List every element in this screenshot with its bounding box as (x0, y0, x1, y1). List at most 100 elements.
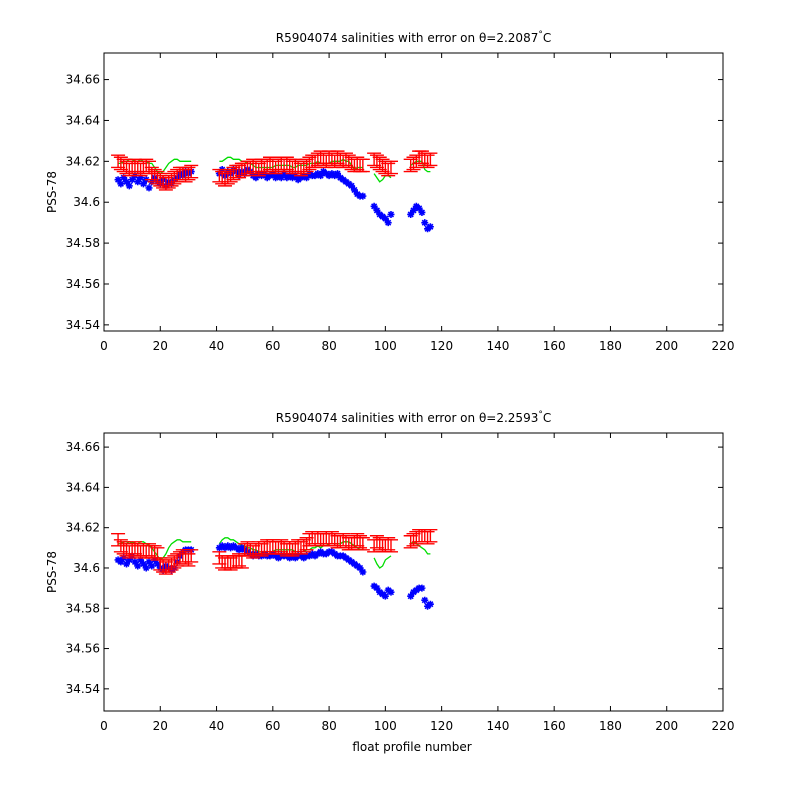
x-tick-label: 180 (599, 339, 622, 353)
y-tick-label: 34.6 (73, 195, 100, 209)
y-tick-label: 34.54 (66, 318, 100, 332)
y-tick-label: 34.64 (66, 480, 100, 494)
observed-point (421, 219, 429, 227)
observed-point (426, 600, 434, 608)
x-tick-label: 80 (321, 719, 336, 733)
observed-point (117, 180, 125, 188)
mapped-errorbar (355, 158, 370, 173)
y-tick-label: 34.64 (66, 113, 100, 127)
y-tick-label: 34.56 (66, 277, 100, 291)
chart-title: R5904074 salinities with error on θ=2.20… (276, 30, 551, 45)
x-tick-label: 220 (712, 339, 735, 353)
observed-point (125, 182, 133, 190)
observed-point (381, 215, 389, 223)
y-tick-label: 34.66 (66, 73, 100, 87)
plot-area-frame (103, 52, 724, 332)
x-tick-label: 60 (265, 719, 280, 733)
observed-point (407, 592, 415, 600)
y-axis-label: PSS-78 (45, 551, 59, 593)
observed-point (280, 170, 288, 178)
observed-point (134, 178, 142, 186)
x-tick-label: 140 (486, 339, 509, 353)
x-tick-label: 40 (209, 339, 224, 353)
plot-area-frame (103, 432, 724, 712)
y-tick-label: 34.62 (66, 521, 100, 535)
chart-panel-1: R5904074 salinities with error on θ=2.20… (45, 30, 734, 353)
observed-point (317, 172, 325, 180)
observed-point (277, 174, 285, 182)
observed-point (145, 558, 153, 566)
chart-panel-2: R5904074 salinities with error on θ=2.25… (45, 410, 734, 733)
observed-point (252, 174, 260, 182)
chart-title: R5904074 salinities with error on θ=2.25… (276, 410, 551, 425)
x-tick-label: 60 (265, 339, 280, 353)
y-tick-label: 34.6 (73, 561, 100, 575)
observed-point (131, 558, 139, 566)
x-tick-label: 0 (100, 719, 108, 733)
y-tick-label: 34.58 (66, 236, 100, 250)
x-tick-label: 100 (374, 719, 397, 733)
x-tick-label: 0 (100, 339, 108, 353)
observed-point (114, 176, 122, 184)
observed-point (137, 174, 145, 182)
y-tick-label: 34.62 (66, 154, 100, 168)
mapped-errorbar (181, 553, 196, 567)
x-tick-label: 120 (430, 339, 453, 353)
x-axis-label: float profile number (352, 740, 471, 754)
mapped-errorbar (423, 528, 438, 543)
observed-point (350, 186, 358, 194)
observed-point (348, 182, 356, 190)
y-tick-label: 34.56 (66, 642, 100, 656)
observed-point (125, 556, 133, 564)
observed-point (384, 219, 392, 227)
x-tick-label: 100 (374, 339, 397, 353)
observed-point (410, 206, 417, 214)
observed-point (123, 178, 131, 186)
observed-point (370, 202, 378, 210)
x-tick-label: 20 (153, 719, 168, 733)
x-tick-label: 120 (430, 719, 453, 733)
observed-point (373, 206, 381, 214)
observed-point (359, 192, 367, 200)
observed-point (359, 568, 367, 576)
observed-point (153, 560, 161, 568)
x-tick-label: 200 (655, 339, 678, 353)
observed-point (142, 564, 150, 572)
observed-point (123, 560, 131, 568)
observed-point (373, 584, 381, 592)
observed-point (407, 210, 415, 218)
x-tick-label: 160 (543, 339, 566, 353)
observed-point (134, 562, 142, 570)
observed-point (418, 584, 426, 592)
mapped-errorbar (184, 549, 199, 563)
observed-point (426, 223, 434, 231)
x-tick-label: 160 (543, 719, 566, 733)
observed-point (128, 176, 136, 184)
observed-point (387, 588, 395, 596)
x-tick-label: 20 (153, 339, 168, 353)
observed-point (120, 174, 128, 182)
observed-point (387, 210, 395, 218)
y-axis-label: PSS-78 (45, 171, 59, 213)
x-tick-label: 200 (655, 719, 678, 733)
observed-point (137, 556, 145, 564)
y-tick-label: 34.58 (66, 601, 100, 615)
observed-point (139, 560, 147, 568)
mapped-errorbar (355, 537, 370, 551)
mapped-errorbar (184, 164, 199, 179)
mapped-errorbar (423, 152, 438, 167)
x-tick-label: 140 (486, 719, 509, 733)
mapped-errorbar (383, 160, 398, 175)
observed-point (418, 208, 426, 216)
x-tick-label: 220 (712, 719, 735, 733)
observed-point (117, 558, 125, 566)
x-tick-label: 180 (599, 719, 622, 733)
observed-point (415, 204, 423, 212)
observed-point (356, 564, 364, 572)
x-tick-label: 40 (209, 719, 224, 733)
observed-point (334, 170, 342, 178)
observed-point (148, 562, 156, 570)
x-tick-label: 80 (321, 339, 336, 353)
